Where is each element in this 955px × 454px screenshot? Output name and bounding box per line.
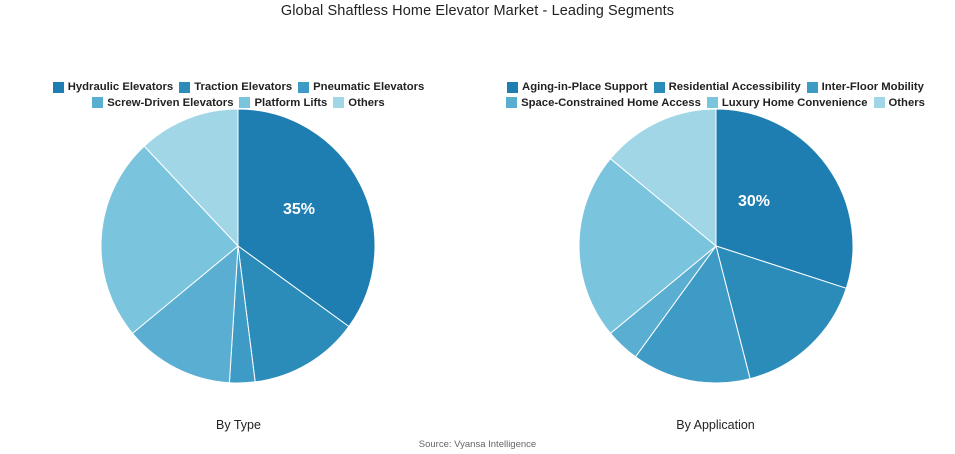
legend-item: Space-Constrained Home Access: [506, 96, 701, 110]
pie-slice-luxury-home-convenience: [578, 157, 717, 335]
legend-item: Inter-Floor Mobility: [806, 80, 924, 94]
legend-row: Aging-in-Place Support Residential Access…: [477, 80, 954, 96]
legend-item: Others: [333, 96, 385, 110]
legend-label: Screw-Driven Elevators: [107, 96, 234, 109]
legend-label: Residential Accessibility: [668, 81, 801, 93]
legend: Hydraulic Elevators Traction Elevators Pne…: [0, 80, 477, 111]
legend-item: Aging-in-Place Support: [507, 80, 648, 94]
legend-swatch: [52, 81, 64, 93]
legend-swatch: [92, 97, 104, 108]
legend-label: Traction Elevators: [194, 81, 293, 93]
data-label: 35%: [283, 201, 315, 218]
legend-swatch: [806, 81, 818, 93]
legend-label: Inter-Floor Mobility: [821, 81, 924, 93]
legend-swatch: [507, 81, 519, 93]
legend-label: Space-Constrained Home Access: [521, 96, 701, 109]
chart-title: Global Shaftless Home Elevator Market - …: [280, 3, 675, 19]
pie-svg: 35%: [100, 108, 376, 384]
legend-label: Others: [348, 96, 385, 109]
pie-caption: By Type: [216, 418, 261, 432]
legend-row: Space-Constrained Home Access Luxury Home…: [477, 96, 954, 112]
pie-svg: 30%: [578, 108, 854, 384]
pie-slice-others: [609, 108, 717, 248]
legend-swatch: [179, 81, 191, 93]
legend-swatch: [506, 97, 518, 108]
legend-item: Residential Accessibility: [653, 80, 801, 94]
pie-chart-by-application: Aging-in-Place Support Residential Access…: [477, 70, 954, 440]
legend-label: Aging-in-Place Support: [522, 81, 648, 93]
legend-item: Screw-Driven Elevators: [92, 96, 233, 110]
legend-label: Platform Lifts: [254, 96, 328, 109]
legend-item: Luxury Home Convenience: [706, 96, 868, 110]
pie-slice-screw-driven-elevators: [131, 244, 239, 384]
legend-swatch: [333, 97, 345, 108]
legend-item: Others: [873, 96, 925, 110]
legend-row: Hydraulic Elevators Traction Elevators Pne…: [0, 80, 477, 96]
pie-chart-by-type: Hydraulic Elevators Traction Elevators Pne…: [0, 70, 477, 440]
legend-item: Pneumatic Elevators: [298, 80, 424, 94]
legend-item: Platform Lifts: [239, 96, 327, 110]
legend-item: Traction Elevators: [179, 80, 292, 94]
pie-slice-traction-elevators: [237, 244, 350, 383]
legend-swatch: [653, 81, 665, 93]
legend-item: Hydraulic Elevators: [52, 80, 174, 94]
legend-label: Luxury Home Convenience: [721, 96, 868, 109]
legend-swatch: [873, 97, 885, 108]
legend-swatch: [239, 97, 251, 108]
pie-slice-aging-in-place-support: [715, 108, 854, 289]
data-label: 30%: [738, 193, 770, 210]
legend-label: Pneumatic Elevators: [313, 81, 425, 93]
pie-caption: By Application: [676, 418, 755, 432]
source-note: Source: Vyansa Intelligence: [418, 439, 537, 450]
legend-swatch: [298, 81, 310, 93]
pie-slice-platform-lifts: [100, 145, 239, 335]
legend-swatch: [706, 97, 718, 108]
legend: Aging-in-Place Support Residential Access…: [477, 80, 954, 111]
legend-row: Screw-Driven Elevators Platform Lifts Othe…: [0, 96, 477, 112]
pie-slice-others: [143, 108, 239, 248]
legend-label: Hydraulic Elevators: [67, 81, 174, 93]
pie-slice-inter-floor-mobility: [634, 244, 751, 384]
legend-label: Others: [888, 96, 925, 109]
pie-slice-hydraulic-elevators: [237, 108, 376, 328]
pie-slice-residential-accessibility: [715, 245, 847, 380]
